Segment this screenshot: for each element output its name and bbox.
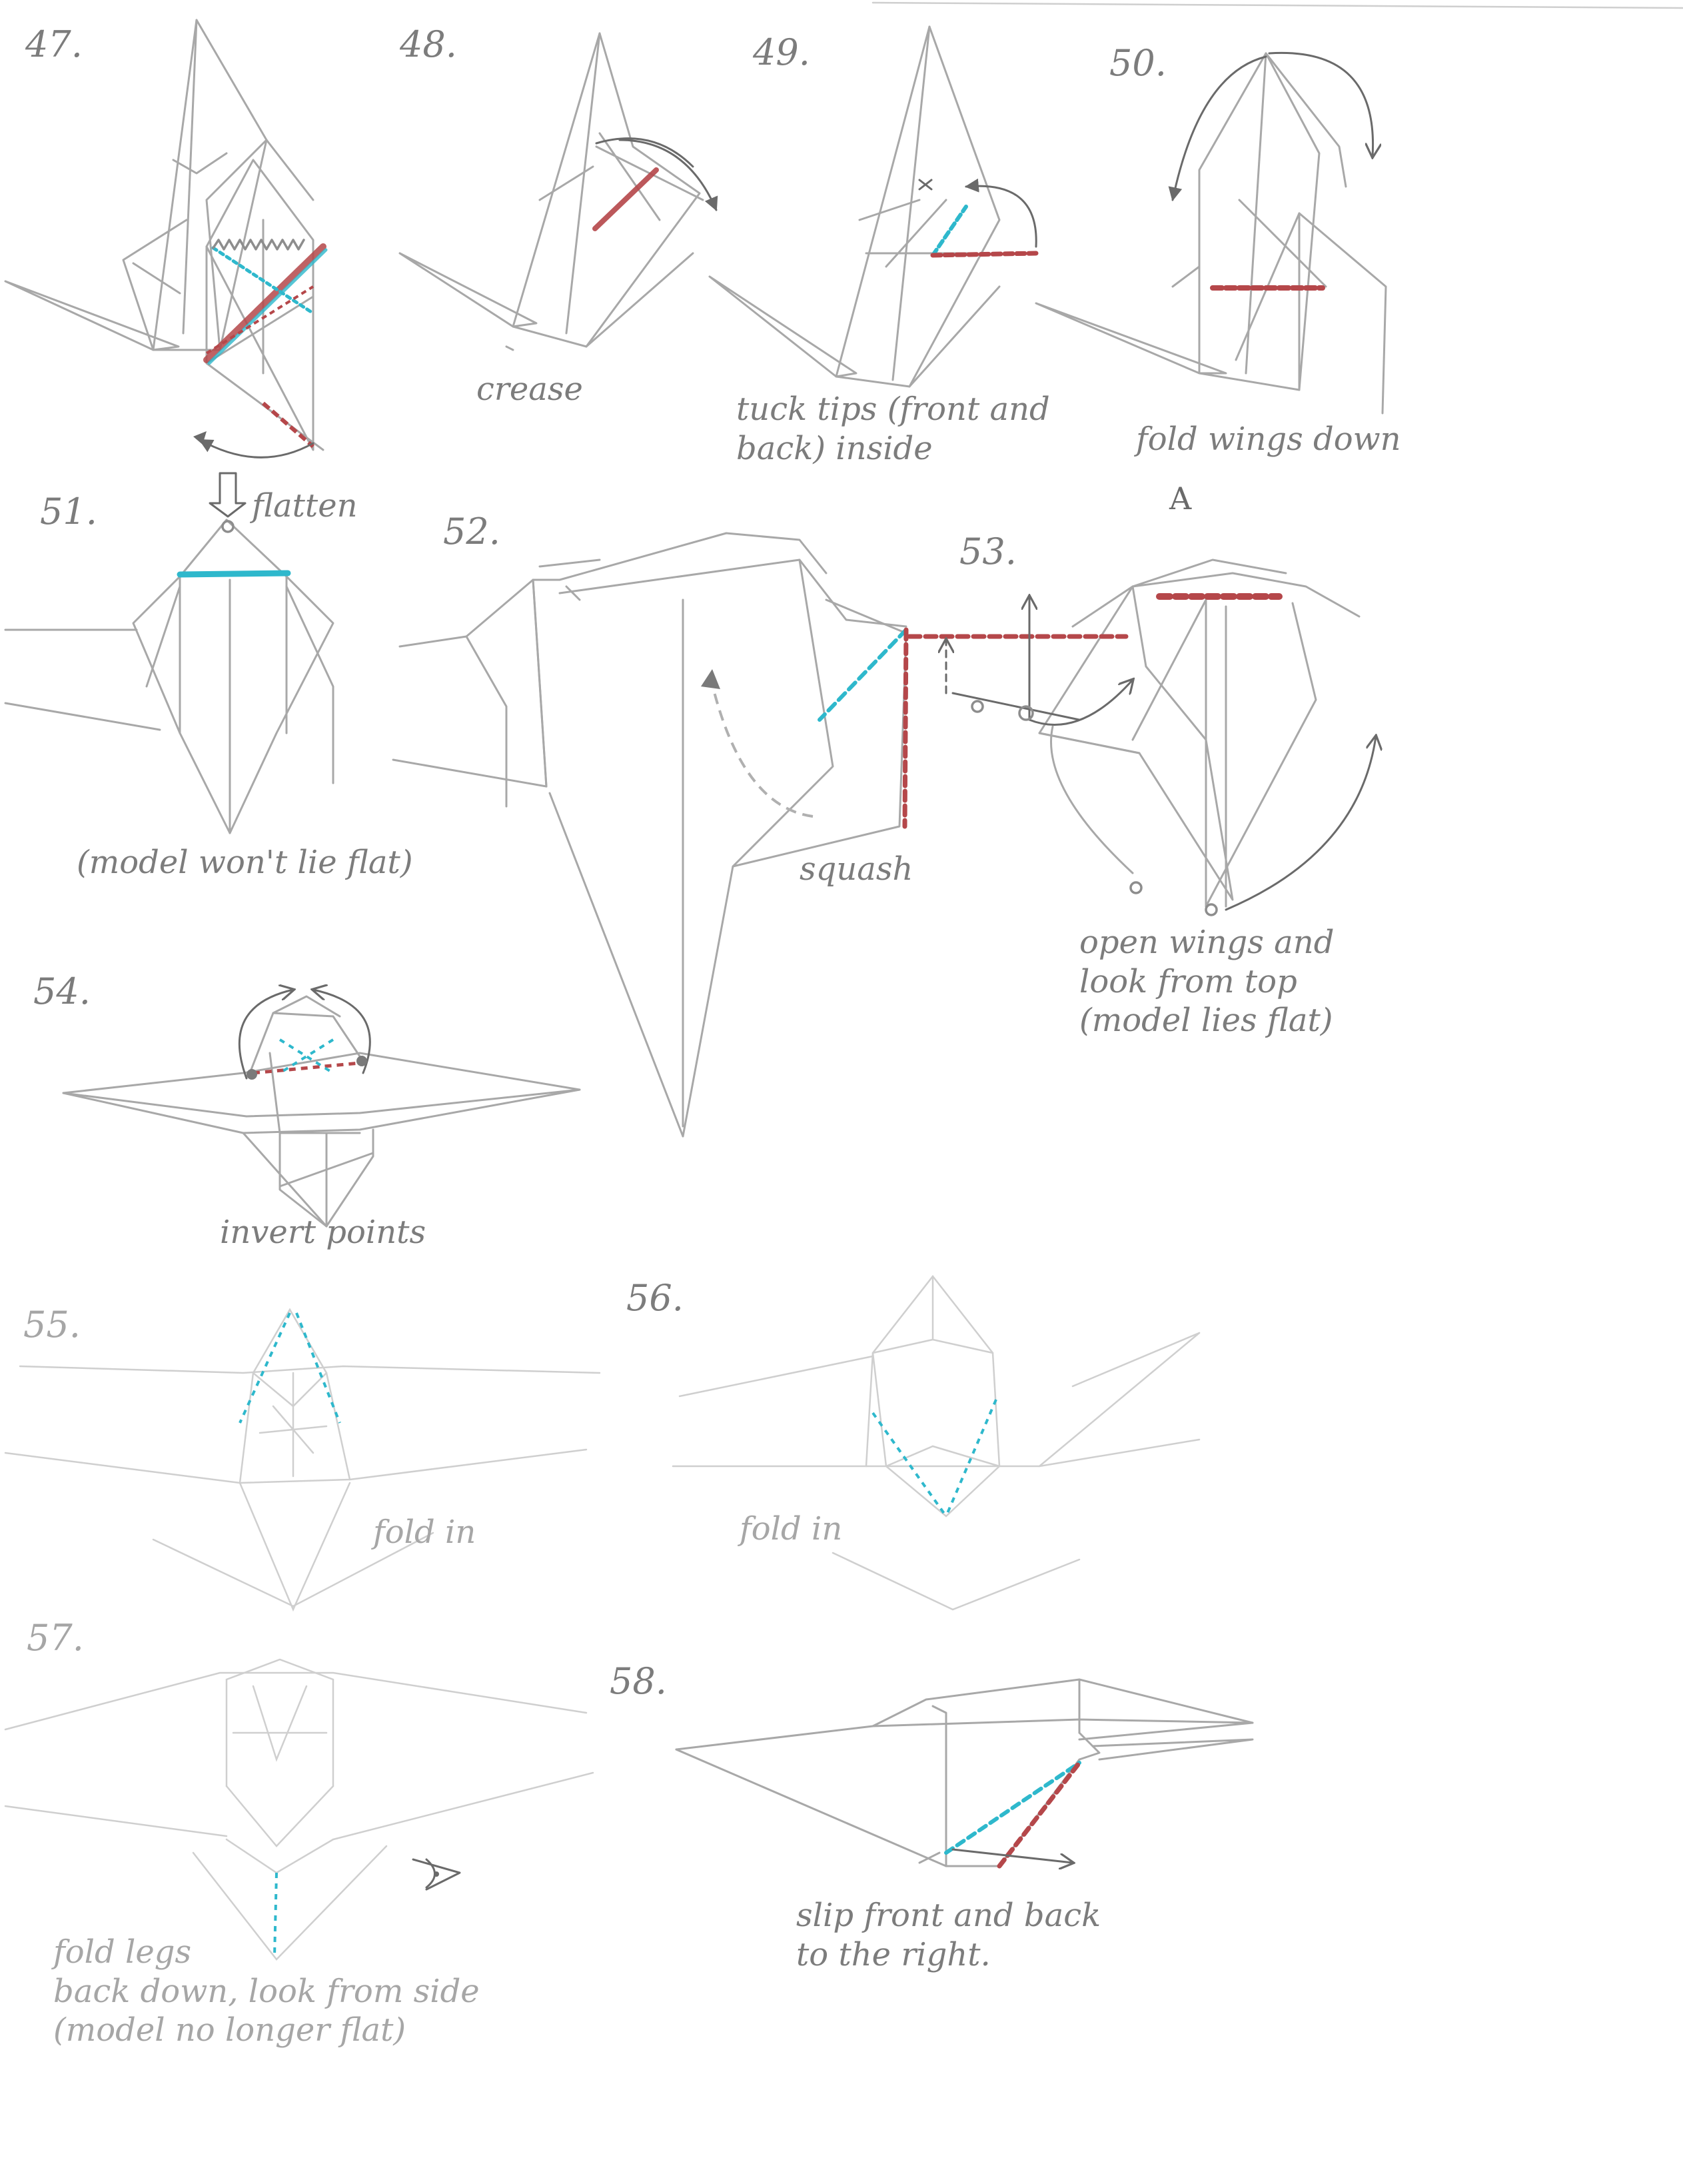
step-53-caption: open wings and look from top (model lies… xyxy=(1079,924,1335,1040)
step-53-number: 53. xyxy=(959,531,1017,572)
step-56-number: 56. xyxy=(626,1277,684,1319)
step-58-drawing xyxy=(675,1678,1254,1866)
step-48-number: 48. xyxy=(400,23,457,65)
step-47-drawing xyxy=(4,19,328,459)
step-56-drawing xyxy=(672,1274,1201,1611)
step-50-number: 50. xyxy=(1109,42,1167,84)
step-49-number: 49. xyxy=(753,31,810,73)
step-49-caption: tuck tips (front and back) inside xyxy=(736,391,1050,467)
step-55-drawing xyxy=(4,1308,601,1612)
step-52-number: 52. xyxy=(443,511,500,552)
step-57-drawing xyxy=(4,1658,594,1961)
step-58-caption: slip front and back to the right. xyxy=(796,1897,1101,1973)
step-57-number: 57. xyxy=(27,1617,84,1659)
step-53-marker: A xyxy=(1169,481,1192,517)
step-55-number: 55. xyxy=(23,1304,81,1346)
step-48-drawing xyxy=(398,32,718,351)
step-57-caption: fold legs back down, look from side (mod… xyxy=(53,1933,480,2049)
step-55-caption: fold in xyxy=(373,1514,476,1551)
step-51-number: 51. xyxy=(40,491,97,533)
step-50-drawing xyxy=(1035,51,1387,415)
step-49-drawing xyxy=(708,25,1039,388)
step-51-drawing xyxy=(4,472,334,834)
page-edge-line xyxy=(871,1,1683,9)
step-53-drawing xyxy=(907,558,1376,916)
step-47-number: 47. xyxy=(25,23,83,65)
step-48-caption: crease xyxy=(476,371,583,408)
step-54-number: 54. xyxy=(33,970,91,1012)
step-54-caption: invert points xyxy=(220,1214,426,1251)
step-58-number: 58. xyxy=(610,1660,667,1702)
step-52-drawing xyxy=(392,532,909,1138)
step-51-note: flatten xyxy=(252,487,358,525)
step-50-caption: fold wings down xyxy=(1136,421,1401,458)
step-51-caption: (model won't lie flat) xyxy=(77,844,413,881)
step-56-caption: fold in xyxy=(740,1510,843,1548)
step-52-caption: squash xyxy=(800,850,913,888)
step-54-drawing xyxy=(62,990,581,1228)
